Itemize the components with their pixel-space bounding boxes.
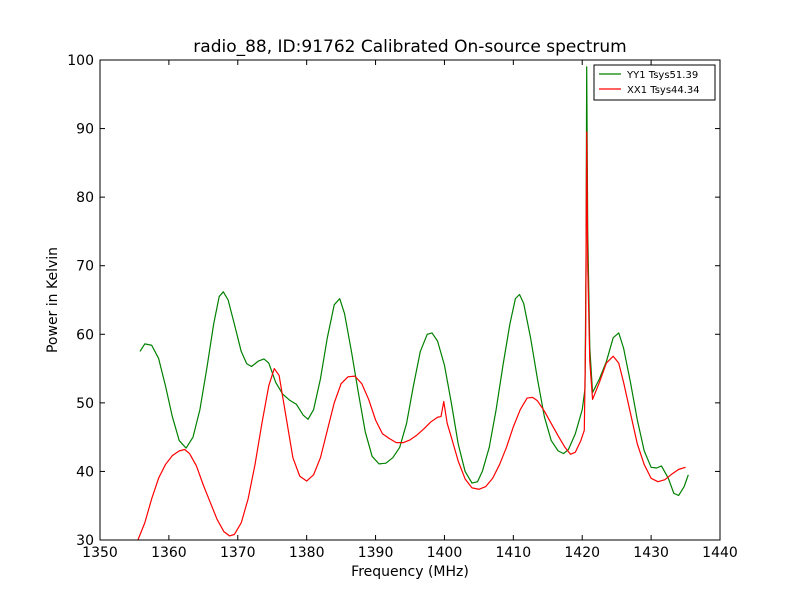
y-tick-label: 90 — [76, 122, 94, 138]
y-tick-label: 70 — [76, 259, 94, 275]
y-axis-label: Power in Kelvin — [45, 247, 61, 353]
x-tick-label: 1350 — [82, 545, 118, 561]
series-line-yy1 — [139, 66, 689, 497]
x-tick-label: 1390 — [358, 545, 394, 561]
plot-frame — [99, 59, 721, 541]
y-tick-label: 50 — [76, 396, 94, 412]
plot-background — [100, 60, 720, 540]
x-tick-label: 1360 — [151, 545, 187, 561]
legend-label-yy1: YY1 Tsys51.39 — [626, 70, 698, 81]
y-tick-label: 100 — [67, 53, 94, 69]
ticks-layer: 1350 1360 1370 1380 1390 1400 1410 1420 1430 1440… — [67, 53, 738, 561]
x-tick-label: 1400 — [427, 545, 463, 561]
legend: YY1 Tsys51.39 XX1 Tsys44.34 — [593, 64, 716, 101]
y-tick-label: 80 — [76, 190, 94, 206]
y-tick-label: 30 — [76, 533, 94, 549]
chart-title: radio_88, ID:91762 Calibrated On-source … — [193, 37, 626, 57]
series-line-xx1 — [137, 131, 686, 541]
x-tick-label: 1440 — [702, 545, 738, 561]
series-layer — [137, 66, 689, 541]
legend-box — [593, 64, 716, 101]
y-tick-label: 40 — [76, 464, 94, 480]
x-tick-label: 1430 — [633, 545, 669, 561]
legend-label-xx1: XX1 Tsys44.34 — [627, 85, 700, 96]
x-tick-label: 1420 — [564, 545, 600, 561]
x-tick-label: 1410 — [496, 545, 532, 561]
x-axis-label: Frequency (MHz) — [351, 564, 469, 580]
x-tick-label: 1370 — [220, 545, 256, 561]
x-tick-label: 1380 — [289, 545, 325, 561]
y-tick-label: 60 — [76, 327, 94, 343]
